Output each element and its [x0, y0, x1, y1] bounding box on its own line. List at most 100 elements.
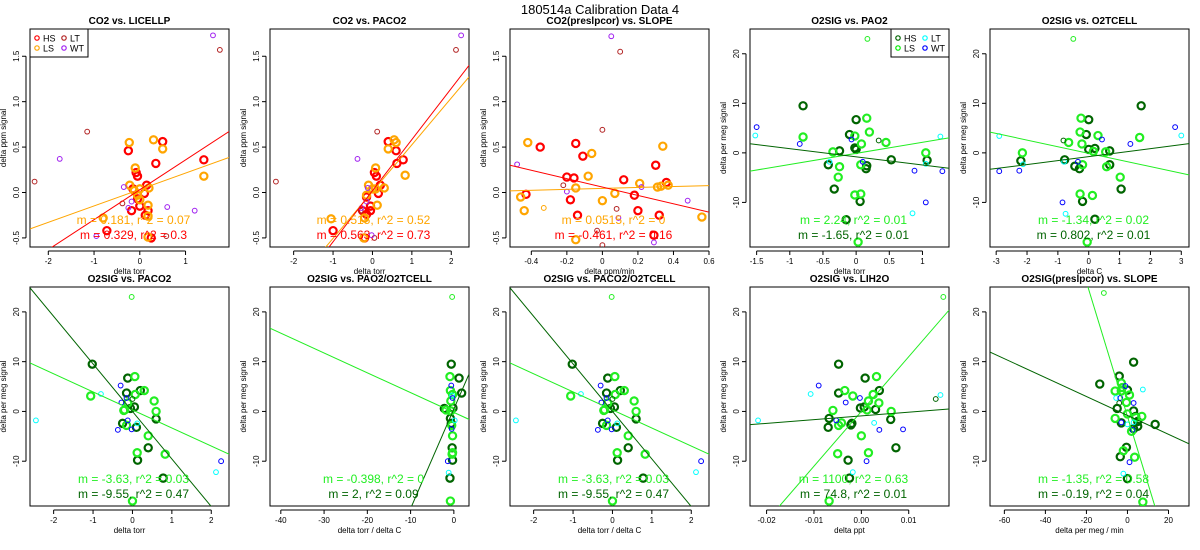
- data-point: [163, 233, 170, 240]
- data-point: [834, 162, 845, 172]
- data-point: [569, 173, 579, 183]
- data-point: [1100, 290, 1107, 296]
- data-point: [571, 183, 581, 193]
- data-point: [372, 200, 382, 210]
- data-point: [514, 161, 521, 168]
- data-point: [623, 431, 633, 441]
- fit-annotation: m = -0.19, r^2 = 0.04: [1038, 487, 1149, 501]
- data-point: [613, 205, 620, 212]
- data-point: [1017, 148, 1028, 158]
- y-axis-label: delta ppm signal: [0, 109, 8, 167]
- data-point: [1093, 130, 1103, 141]
- data-point: [359, 233, 369, 243]
- y-tick-label: 1.0: [12, 96, 21, 108]
- data-point: [400, 170, 410, 180]
- data-point: [446, 359, 456, 369]
- fit-annotation: m = -9.55, r^2 = 0.47: [558, 487, 669, 501]
- data-point: [996, 168, 1003, 175]
- fit-line: [990, 351, 1189, 445]
- legend-marker: [61, 45, 67, 51]
- data-point: [458, 32, 465, 39]
- data-point: [1118, 446, 1129, 456]
- data-point: [540, 205, 547, 211]
- legend-box: [890, 28, 950, 58]
- y-tick-label: 0.0: [12, 186, 21, 198]
- plot-area: [30, 32, 229, 247]
- data-point: [650, 160, 661, 170]
- fit-annotation: m = 74.8, r^2 = 0.01: [800, 487, 907, 501]
- data-point: [832, 449, 843, 459]
- x-tick-label: -1: [569, 516, 577, 525]
- x-tick-label: 0.00: [854, 516, 870, 525]
- y-axis-label: delta per meg signal: [959, 360, 968, 432]
- data-point: [612, 455, 623, 465]
- data-point: [123, 146, 134, 156]
- plot-frame: [749, 286, 950, 507]
- legend-label: LS: [904, 44, 915, 54]
- fit-annotation: m = -1.34, r^2 = 0.02: [1038, 213, 1149, 227]
- data-point: [326, 214, 336, 224]
- fit-line: [411, 373, 469, 506]
- y-tick-label: 0: [732, 409, 741, 414]
- y-tick-label: 0.5: [492, 141, 501, 153]
- data-point: [391, 146, 401, 156]
- y-tick-label: -0.5: [12, 230, 21, 244]
- data-point: [1077, 160, 1088, 170]
- data-point: [1077, 139, 1087, 149]
- data-point: [1088, 146, 1099, 157]
- figure-title: 180514a Calibration Data 4: [520, 2, 680, 17]
- data-point: [856, 431, 867, 441]
- data-point: [1130, 400, 1137, 406]
- legend-marker: [895, 35, 901, 41]
- data-point: [519, 205, 529, 216]
- data-point: [1116, 400, 1123, 406]
- y-tick-label: 1.0: [492, 96, 501, 108]
- data-point: [1113, 395, 1120, 401]
- data-point: [448, 382, 455, 389]
- data-point: [886, 155, 896, 165]
- data-point: [798, 132, 808, 142]
- data-point: [855, 196, 865, 207]
- data-point: [1178, 132, 1185, 139]
- x-tick-label: 20: [1164, 516, 1173, 525]
- fit-annotation: m = 1100, r^2 = 0.63: [799, 472, 909, 486]
- legend-marker: [922, 45, 928, 51]
- data-point: [875, 137, 882, 144]
- data-point: [1075, 158, 1081, 165]
- data-point: [85, 391, 96, 401]
- data-point: [565, 195, 576, 205]
- data-point: [828, 147, 838, 157]
- data-point: [143, 443, 153, 453]
- legend-label: LT: [70, 34, 80, 44]
- y-tick-label: 10: [732, 98, 741, 107]
- data-point: [937, 392, 944, 398]
- y-tick-label: 0: [252, 409, 261, 414]
- data-point: [128, 294, 135, 300]
- data-point: [862, 405, 872, 415]
- data-point: [629, 396, 639, 406]
- data-point: [446, 396, 456, 406]
- data-point: [151, 158, 161, 169]
- data-point: [594, 426, 601, 433]
- y-tick-label: 0: [972, 409, 981, 414]
- plot-area: [990, 36, 1189, 247]
- data-point: [863, 458, 870, 465]
- x-tick-label: -0.01: [805, 516, 824, 525]
- fit-annotation: m = -1.65, r^2 = 0.01: [798, 228, 909, 242]
- data-point: [597, 195, 608, 206]
- data-point: [441, 405, 451, 415]
- data-point: [448, 425, 455, 432]
- data-point: [93, 233, 100, 240]
- data-point: [1172, 124, 1179, 130]
- x-tick-label: 0.01: [901, 516, 917, 525]
- plot-area: [990, 287, 1189, 506]
- data-point: [836, 418, 847, 428]
- data-point: [823, 160, 833, 170]
- data-point: [615, 215, 622, 221]
- fit-annotation: m = -0.461, r^2 = 0.16: [555, 228, 673, 242]
- x-axis-label: delta torr: [114, 267, 146, 276]
- y-tick-label: 10: [972, 357, 981, 366]
- panel-title: O2SIG vs. PACO2: [88, 274, 172, 285]
- data-point: [663, 180, 673, 190]
- data-point: [826, 158, 833, 165]
